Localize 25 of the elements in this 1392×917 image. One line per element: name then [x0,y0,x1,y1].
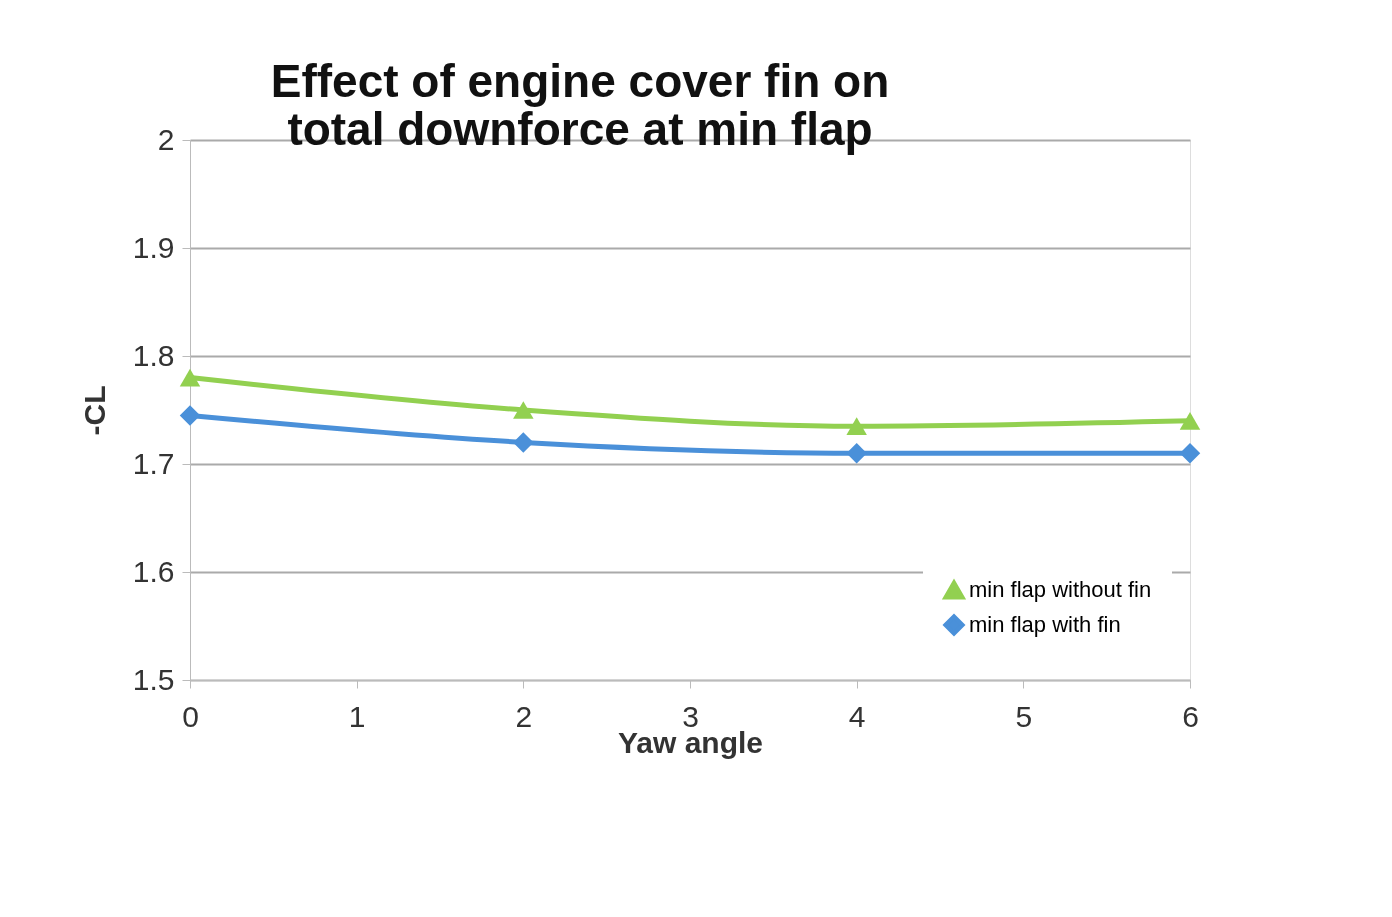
legend-label: min flap without fin [969,577,1152,602]
y-tick-label: 2 [157,122,175,156]
point [846,442,867,464]
point [513,401,534,419]
y-tick-label: 1.7 [132,446,175,480]
y-tick-label: 1.8 [132,338,175,372]
y-tick-label: 1.5 [132,662,175,696]
x-tick-label: 3 [682,699,699,733]
x-tick-label: 5 [1015,699,1033,733]
point [179,368,201,387]
point [846,417,867,436]
point [513,432,534,453]
point [179,405,201,426]
point [1179,411,1201,430]
x-tick-label: 1 [348,699,366,733]
text: Effect of engine cover fin on [270,55,890,107]
x-tick-label: 6 [1182,699,1199,733]
y-axis-title: -CL [77,385,111,436]
legend-label: min flap with fin [969,612,1121,637]
y-tick-label: 1.6 [132,554,175,588]
x-tick-label: 2 [515,699,533,733]
y-tick-label: 1.9 [132,230,175,264]
point [1179,442,1201,464]
x-tick-label: 0 [182,699,199,733]
x-tick-label: 4 [848,699,866,733]
